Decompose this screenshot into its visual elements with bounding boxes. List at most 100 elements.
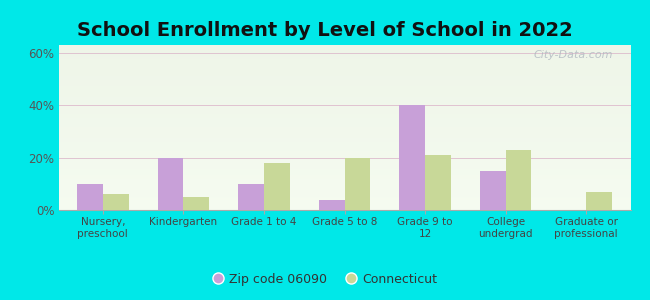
- Bar: [58, 206, 630, 207]
- Bar: [58, 136, 630, 137]
- Bar: [58, 190, 630, 191]
- Bar: [58, 204, 630, 205]
- Bar: [58, 123, 630, 124]
- Bar: [58, 154, 630, 155]
- Bar: [58, 48, 630, 49]
- Bar: [58, 143, 630, 144]
- Bar: [58, 150, 630, 151]
- Bar: [58, 98, 630, 99]
- Bar: [77, 184, 103, 210]
- Bar: [58, 87, 630, 88]
- Bar: [58, 129, 630, 130]
- Bar: [58, 163, 630, 164]
- Bar: [58, 191, 630, 192]
- Bar: [58, 125, 630, 126]
- Bar: [58, 110, 630, 111]
- Bar: [58, 108, 630, 109]
- Bar: [58, 74, 630, 75]
- Bar: [58, 177, 630, 178]
- Bar: [58, 84, 630, 85]
- Bar: [58, 96, 630, 97]
- Bar: [58, 160, 630, 161]
- Legend: Zip code 06090, Connecticut: Zip code 06090, Connecticut: [208, 268, 442, 291]
- Bar: [58, 82, 630, 83]
- Bar: [58, 115, 630, 116]
- Bar: [58, 135, 630, 136]
- Bar: [58, 55, 630, 56]
- Bar: [58, 205, 630, 206]
- Bar: [58, 124, 630, 125]
- Bar: [58, 182, 630, 183]
- Bar: [58, 209, 630, 210]
- Bar: [58, 188, 630, 189]
- Bar: [58, 45, 630, 46]
- Bar: [58, 69, 630, 70]
- Bar: [58, 180, 630, 181]
- Bar: [58, 128, 630, 129]
- Bar: [58, 158, 630, 159]
- Bar: [58, 50, 630, 51]
- Bar: [58, 198, 630, 199]
- Bar: [58, 63, 630, 64]
- Bar: [58, 46, 630, 47]
- Bar: [58, 56, 630, 57]
- Bar: [58, 149, 630, 150]
- Bar: [58, 62, 630, 63]
- Bar: [58, 107, 630, 108]
- Bar: [58, 133, 630, 134]
- Bar: [58, 155, 630, 156]
- Bar: [58, 159, 630, 160]
- Bar: [58, 172, 630, 173]
- Bar: [58, 85, 630, 86]
- Bar: [58, 81, 630, 82]
- Bar: [58, 189, 630, 190]
- Bar: [58, 49, 630, 50]
- Bar: [58, 165, 630, 166]
- Bar: [58, 131, 630, 132]
- Bar: [58, 195, 630, 196]
- Bar: [58, 121, 630, 122]
- Bar: [58, 170, 630, 171]
- Bar: [157, 158, 183, 210]
- Bar: [58, 118, 630, 119]
- Bar: [58, 102, 630, 103]
- Bar: [58, 109, 630, 110]
- Bar: [58, 175, 630, 176]
- Bar: [58, 134, 630, 135]
- Bar: [58, 151, 630, 152]
- Bar: [344, 158, 370, 210]
- Bar: [58, 152, 630, 153]
- Bar: [58, 73, 630, 74]
- Bar: [58, 174, 630, 175]
- Bar: [58, 126, 630, 127]
- Bar: [58, 197, 630, 198]
- Bar: [58, 91, 630, 92]
- Bar: [58, 141, 630, 142]
- Bar: [58, 171, 630, 172]
- Bar: [58, 89, 630, 90]
- Bar: [58, 169, 630, 170]
- Bar: [58, 179, 630, 180]
- Bar: [58, 176, 630, 177]
- Bar: [58, 101, 630, 102]
- Bar: [58, 145, 630, 146]
- Bar: [58, 79, 630, 80]
- Bar: [58, 51, 630, 52]
- Bar: [58, 59, 630, 60]
- Bar: [58, 86, 630, 87]
- Bar: [58, 183, 630, 184]
- Bar: [58, 164, 630, 165]
- Bar: [58, 167, 630, 168]
- Bar: [58, 120, 630, 121]
- Bar: [58, 208, 630, 209]
- Bar: [58, 168, 630, 169]
- Bar: [318, 200, 344, 210]
- Bar: [58, 117, 630, 118]
- Bar: [58, 85, 630, 86]
- Bar: [264, 163, 290, 210]
- Bar: [58, 77, 630, 78]
- Bar: [58, 64, 630, 65]
- Bar: [58, 66, 630, 67]
- Bar: [103, 194, 129, 210]
- Bar: [58, 65, 630, 66]
